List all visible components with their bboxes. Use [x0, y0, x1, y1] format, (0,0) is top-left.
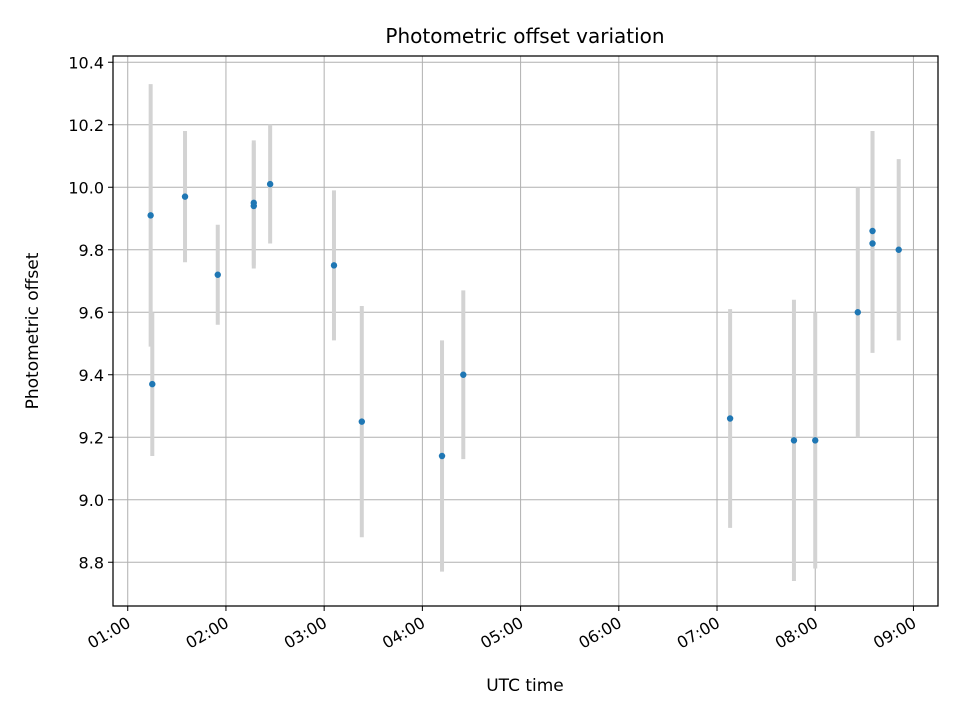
y-axis-ticks: 8.8 9.0 9.2 9.4 9.6 9.8 10.0 10.2 10.4 [68, 53, 113, 572]
data-point [438, 452, 446, 460]
y-tick-label: 9.2 [79, 428, 104, 447]
data-point [330, 262, 338, 269]
data-point [854, 309, 861, 316]
data-point [869, 227, 876, 235]
grid [113, 56, 938, 606]
y-tick-label: 9.4 [79, 366, 104, 385]
data-points [147, 180, 902, 460]
y-tick-label: 10.0 [68, 178, 104, 197]
data-point [181, 193, 189, 200]
data-point [869, 240, 876, 247]
y-tick-label: 10.4 [68, 53, 104, 72]
data-point [460, 371, 467, 378]
data-point [358, 418, 366, 425]
data-point [149, 380, 156, 388]
data-point [266, 180, 274, 188]
data-point [147, 212, 154, 219]
y-tick-label: 9.0 [79, 491, 104, 510]
data-point [726, 415, 734, 422]
y-tick-label: 8.8 [79, 553, 104, 572]
data-point [250, 199, 257, 207]
data-point [790, 437, 798, 444]
plot-frame [112, 55, 939, 607]
data-point [214, 271, 221, 278]
y-tick-label: 10.2 [68, 116, 104, 135]
data-point [812, 437, 819, 444]
y-axis-label: Photometric offset [23, 252, 43, 409]
y-tick-label: 9.6 [79, 303, 104, 322]
chart-title: Photometric offset variation [385, 24, 664, 48]
x-axis-label: UTC time [486, 676, 564, 696]
y-tick-label: 9.8 [79, 241, 104, 260]
data-point [895, 246, 902, 253]
